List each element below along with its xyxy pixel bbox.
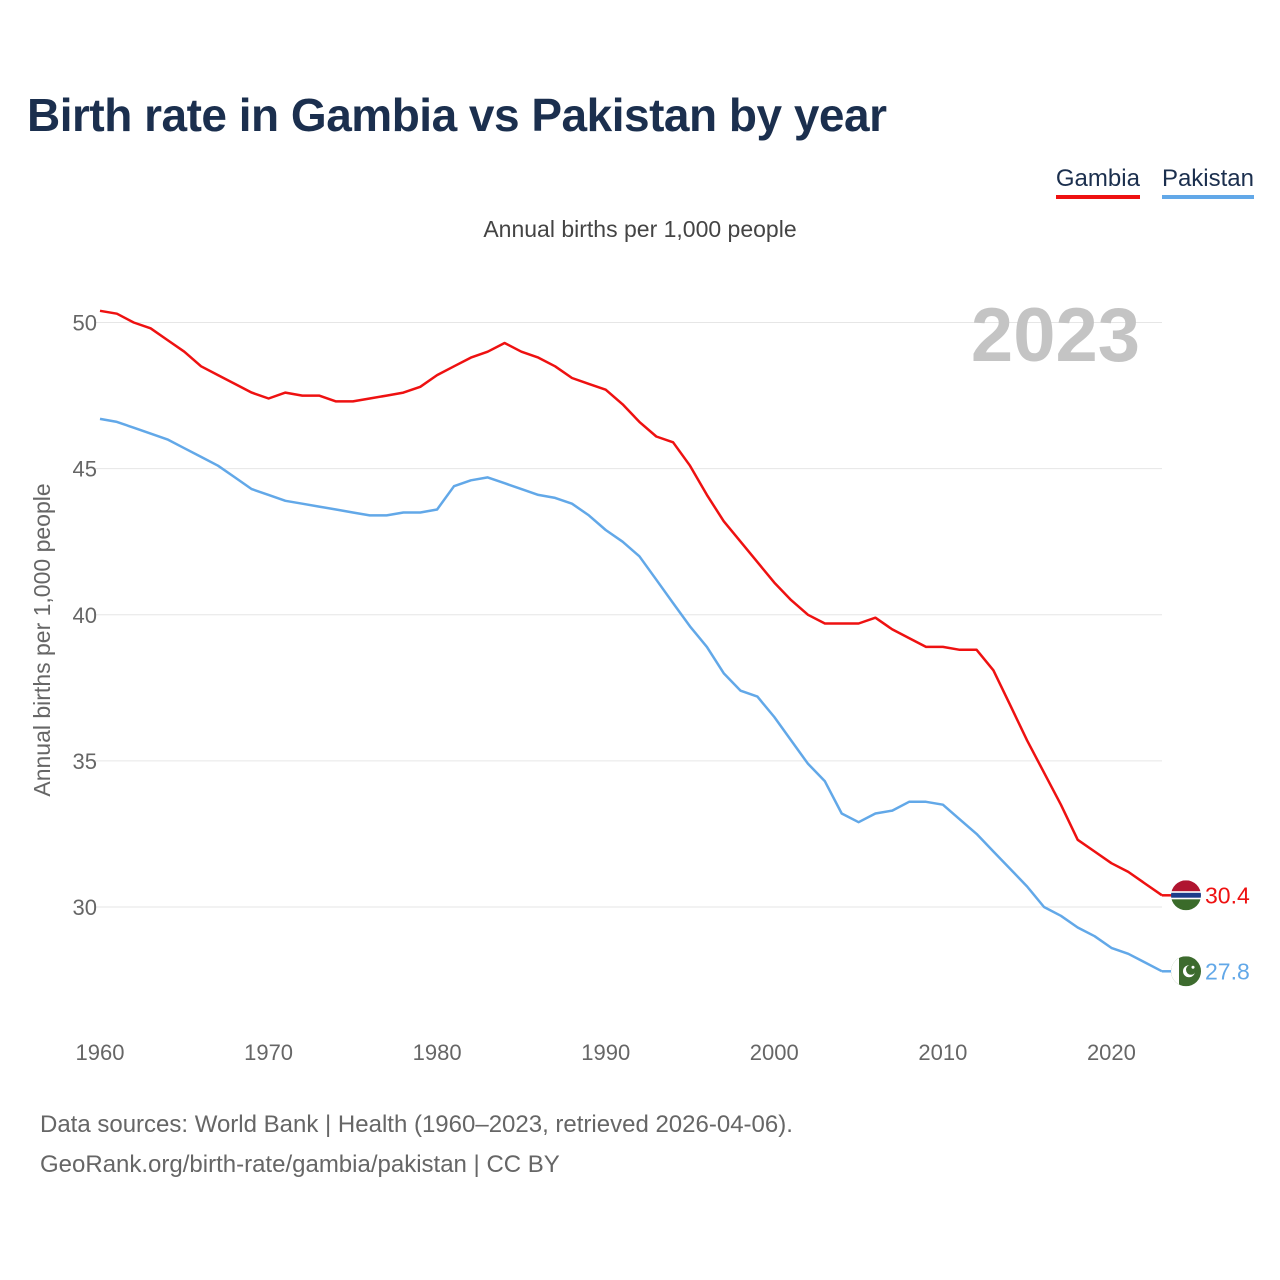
flag-stripe (1171, 880, 1201, 892)
x-tick-label: 1960 (76, 1040, 125, 1065)
legend: Gambia Pakistan (1055, 165, 1254, 199)
x-tick-label: 1980 (413, 1040, 462, 1065)
flag-fill (1171, 956, 1201, 987)
flag-stripe (1171, 891, 1201, 893)
y-tick-label: 50 (73, 311, 97, 336)
flag-stripe (1171, 892, 1201, 898)
flag-crescent-cut (1186, 964, 1196, 975)
y-tick-label: 30 (73, 895, 97, 920)
y-tick-label: 35 (73, 749, 97, 774)
source-note: Data sources: World Bank | Health (1960–… (40, 1111, 793, 1138)
series-line-gambia (99, 309, 1163, 897)
grid-lines (95, 322, 1162, 908)
page-title: Birth rate in Gambia vs Pakistan by year (27, 89, 887, 141)
end-value-label-gambia: 30.4 (1205, 882, 1250, 908)
x-tick-label: 1970 (244, 1040, 293, 1065)
flag-star (1191, 965, 1195, 969)
y-tick-label: 40 (73, 603, 97, 628)
legend-item-gambia[interactable]: Gambia (1055, 165, 1140, 199)
gambia-flag-icon (1171, 880, 1201, 911)
flag-stripe (1171, 899, 1201, 911)
chart-subtitle: Annual births per 1,000 people (483, 216, 797, 242)
x-tick-label: 2010 (918, 1040, 967, 1065)
pakistan-flag-icon (1171, 956, 1201, 987)
year-badge: 2023 (971, 293, 1140, 378)
axes: 30 35 40 45 50 1960 1970 1980 1990 2000 2010 2020 An… (29, 311, 1136, 1066)
x-tick-label: 2020 (1087, 1040, 1136, 1065)
x-tick-label: 1990 (581, 1040, 630, 1065)
y-tick-label: 45 (73, 457, 97, 482)
y-axis-label: Annual births per 1,000 people (29, 483, 55, 796)
flag-stripe (1171, 897, 1201, 900)
series-lines (99, 309, 1163, 973)
attribution-link[interactable]: GeoRank.org/birth-rate/gambia/pakistan |… (40, 1151, 560, 1178)
end-markers: 30.4 27.8 (1162, 880, 1250, 987)
flag-hoist (1171, 956, 1179, 987)
series-line-pakistan (99, 417, 1163, 973)
end-value-label-pakistan: 27.8 (1205, 958, 1250, 984)
legend-item-pakistan[interactable]: Pakistan (1161, 165, 1254, 199)
footer: Data sources: World Bank | Health (1960–… (40, 1105, 793, 1185)
x-tick-label: 2000 (750, 1040, 799, 1065)
flag-fill (1171, 880, 1201, 911)
